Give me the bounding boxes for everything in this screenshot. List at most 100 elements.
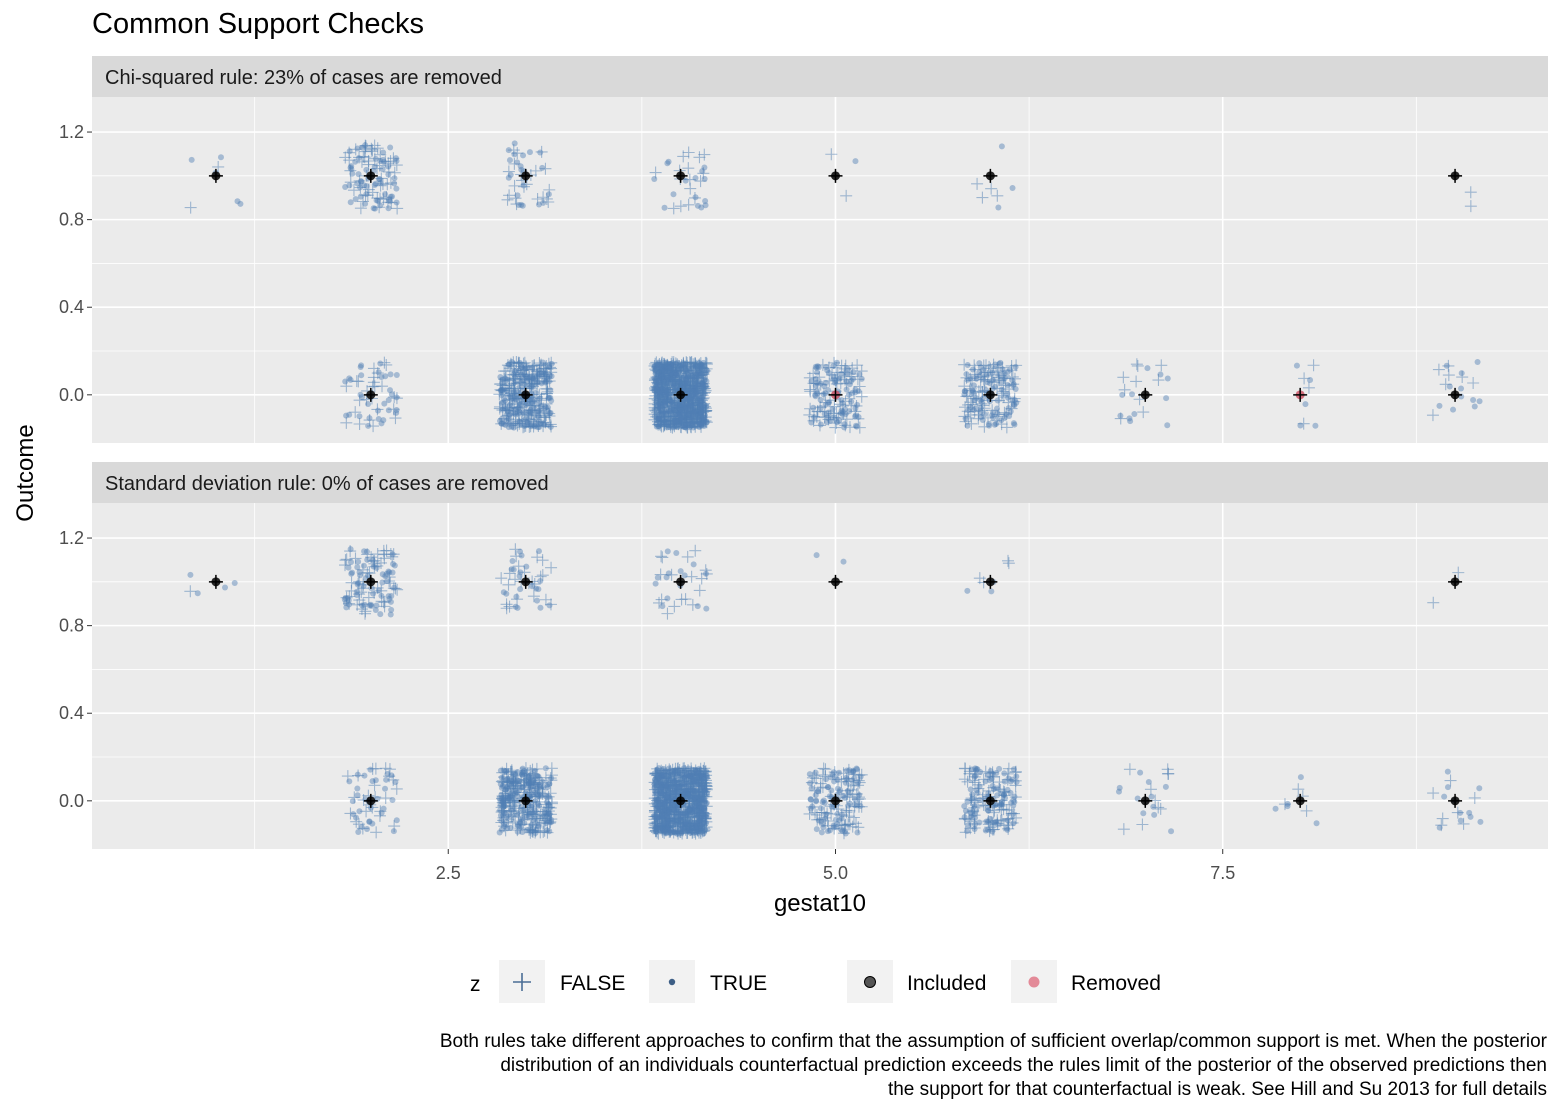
- data-point-true: [659, 376, 666, 383]
- data-point-true: [976, 360, 983, 367]
- data-point-true: [1272, 805, 1279, 812]
- data-point-true: [694, 423, 701, 430]
- data-point-true: [676, 362, 683, 369]
- data-point-false: [371, 192, 384, 205]
- data-point-true: [662, 364, 669, 371]
- data-point-true: [700, 381, 707, 388]
- data-point-true: [367, 766, 374, 773]
- data-point-false: [545, 774, 558, 787]
- data-point-true: [660, 410, 667, 417]
- data-point-true: [661, 368, 668, 375]
- data-point-true: [665, 376, 672, 383]
- data-point-true: [663, 395, 670, 402]
- data-point-true: [671, 368, 678, 375]
- y-tick-label: 0.8: [59, 210, 84, 230]
- data-point-false: [694, 175, 707, 188]
- data-point-true: [852, 413, 859, 420]
- data-point-true: [663, 408, 670, 415]
- data-point-true: [998, 143, 1005, 150]
- data-point-true: [848, 398, 855, 405]
- data-point-true: [997, 800, 1004, 807]
- data-point-true: [372, 155, 379, 162]
- data-point-true: [677, 568, 684, 575]
- data-point-true: [813, 379, 820, 386]
- data-point-true: [677, 401, 684, 408]
- data-point-true: [670, 419, 677, 426]
- data-point-true: [651, 364, 658, 371]
- data-point-true: [666, 364, 673, 371]
- data-point-true: [658, 790, 665, 797]
- data-point-true: [967, 404, 974, 411]
- data-point-true: [995, 204, 1002, 211]
- data-point-true: [651, 176, 658, 183]
- data-point-true: [497, 812, 504, 819]
- data-point-true: [527, 373, 534, 380]
- data-point-false: [362, 158, 375, 171]
- data-point-true: [354, 581, 361, 588]
- data-point-false: [349, 406, 362, 419]
- data-point-true: [532, 376, 539, 383]
- data-point-false: [667, 362, 680, 375]
- data-point-true: [662, 376, 669, 383]
- data-point-true: [522, 409, 529, 416]
- data-point-true: [673, 361, 680, 368]
- data-point-true: [681, 414, 688, 421]
- data-point-false: [1456, 371, 1469, 384]
- data-point-true: [692, 377, 699, 384]
- data-point-true: [504, 376, 511, 383]
- data-point-true: [694, 383, 701, 390]
- data-point-true: [377, 180, 384, 187]
- data-point-true: [697, 408, 704, 415]
- data-point-true: [681, 424, 688, 431]
- data-point-true: [996, 372, 1003, 379]
- data-point-true: [660, 799, 667, 806]
- data-point-false: [852, 412, 865, 425]
- data-point-false: [674, 200, 687, 213]
- data-point-true: [841, 794, 848, 801]
- data-point-true: [387, 598, 394, 605]
- data-point-true: [537, 577, 544, 584]
- data-point-true: [990, 409, 997, 416]
- data-point-true: [389, 193, 396, 200]
- data-point-true: [850, 369, 857, 376]
- data-point-true: [538, 380, 545, 387]
- data-point-false: [655, 550, 668, 563]
- legend-removed-circle-icon: [1028, 976, 1040, 988]
- data-point-true: [542, 765, 549, 772]
- data-point-true: [659, 421, 666, 428]
- data-point-true: [656, 387, 663, 394]
- data-point-true: [391, 562, 398, 569]
- data-point-true: [656, 404, 663, 411]
- data-point-true: [658, 366, 665, 373]
- data-point-false: [829, 421, 842, 434]
- data-point-false: [347, 184, 360, 197]
- data-point-true: [692, 421, 699, 428]
- data-point-true: [654, 361, 661, 368]
- data-point-true: [671, 384, 678, 391]
- data-point-true: [505, 424, 512, 431]
- data-point-true: [535, 800, 542, 807]
- data-point-true: [703, 419, 710, 426]
- data-point-false: [366, 186, 379, 199]
- data-point-true: [347, 546, 354, 553]
- data-point-true: [695, 418, 702, 425]
- data-point-true: [237, 200, 244, 207]
- data-point-true: [697, 397, 704, 404]
- y-tick-label: 0.0: [59, 385, 84, 405]
- data-point-true: [668, 405, 675, 412]
- data-point-true: [667, 390, 674, 397]
- data-point-true: [1164, 375, 1171, 382]
- data-point-false: [387, 403, 400, 416]
- data-point-true: [666, 365, 673, 372]
- data-point-true: [696, 381, 703, 388]
- data-point-false: [845, 370, 858, 383]
- data-point-true: [692, 372, 699, 379]
- data-point-false: [353, 151, 366, 164]
- data-point-false: [340, 591, 353, 604]
- data-point-false: [382, 165, 395, 178]
- data-point-false: [1426, 409, 1439, 422]
- data-point-true: [1009, 396, 1016, 403]
- data-point-true: [352, 196, 359, 203]
- data-point-true: [188, 156, 195, 163]
- panel-chi-squared-grid: [92, 97, 1548, 443]
